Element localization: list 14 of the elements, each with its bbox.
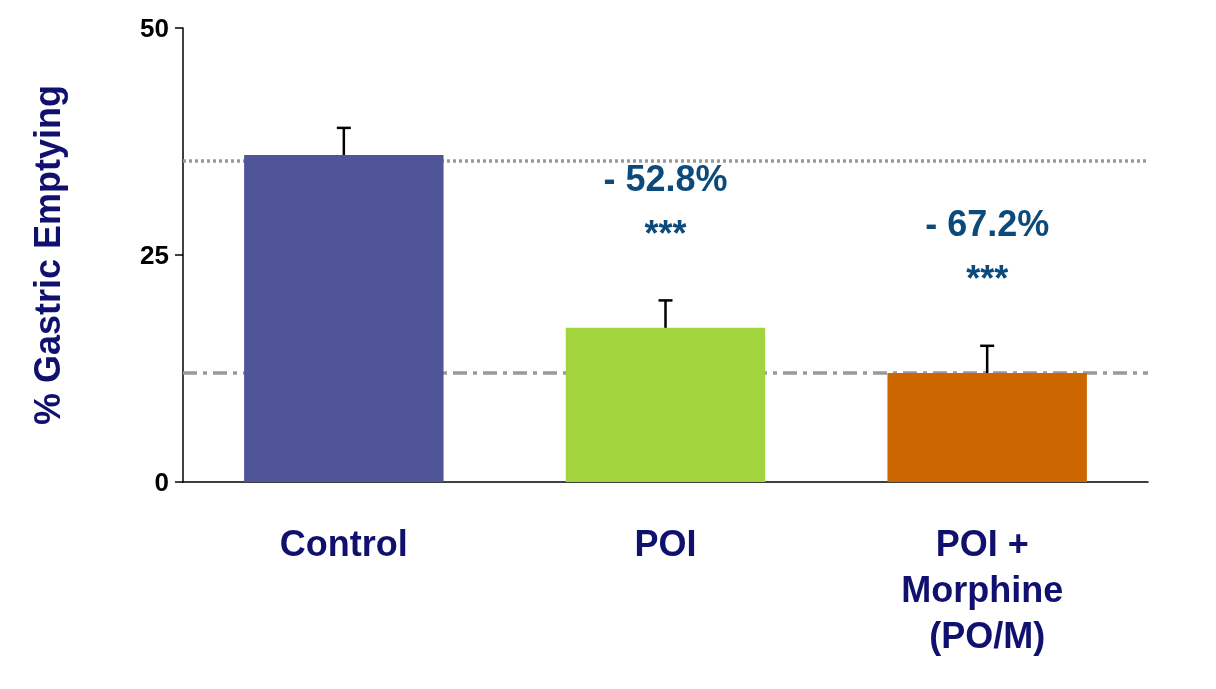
bar — [565, 327, 766, 482]
y-tick-label: 0 — [154, 467, 169, 497]
annotation: - 67.2% — [925, 203, 1050, 245]
x-tick-label: POI — [634, 522, 697, 564]
annotation: *** — [644, 212, 687, 254]
annotation: *** — [966, 258, 1009, 300]
y-axis-title: % Gastric Emptying — [26, 84, 68, 426]
annotation: - 52.8% — [603, 157, 728, 199]
x-tick-label: Control — [279, 522, 408, 564]
y-tick-label: 50 — [140, 13, 169, 43]
y-tick-label: 25 — [140, 240, 169, 270]
x-tick-label: POI + Morphine (PO/M) — [901, 522, 1074, 656]
bar — [887, 373, 1087, 482]
bar — [244, 155, 444, 482]
